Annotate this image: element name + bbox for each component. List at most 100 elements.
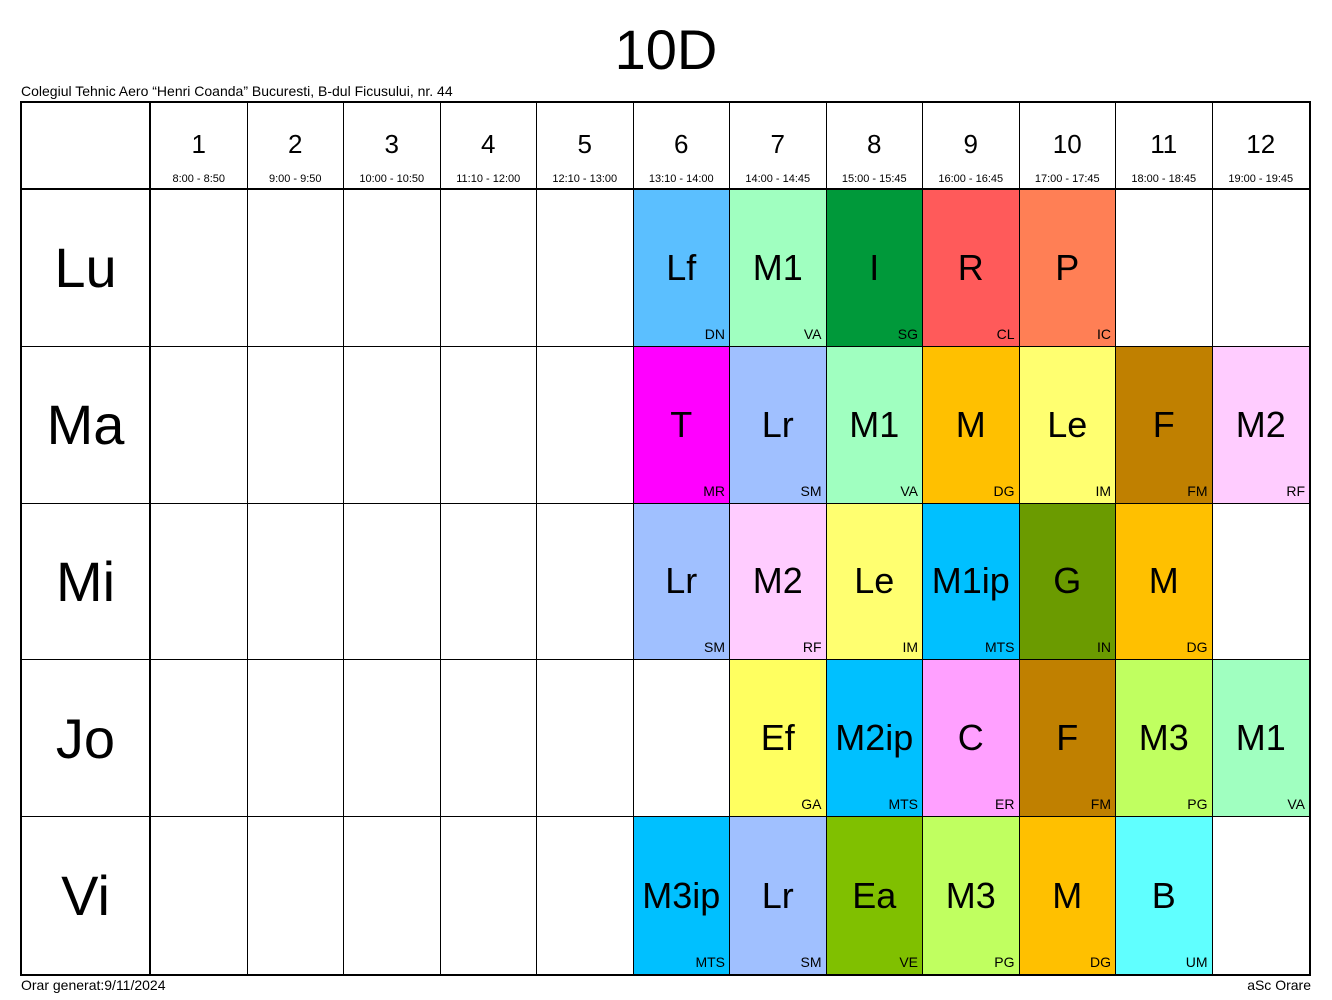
empty-cell (440, 346, 537, 504)
lesson-cell[interactable]: M3 PG (923, 817, 1020, 974)
lesson-cell[interactable]: M3ip MTS (633, 817, 730, 974)
lesson-cell[interactable]: F FM (1019, 660, 1116, 818)
lesson-subject: R (957, 246, 984, 288)
lesson-cell[interactable]: M1 VA (730, 190, 827, 347)
lesson-teacher: SM (704, 639, 725, 656)
period-header: 8 15:00 - 15:45 (826, 103, 923, 190)
period-time: 19:00 - 19:45 (1228, 173, 1294, 185)
lesson-cell[interactable]: M2ip MTS (826, 660, 923, 818)
empty-cell (440, 660, 537, 818)
empty-cell (151, 817, 248, 974)
period-header: 11 18:00 - 18:45 (1116, 103, 1213, 190)
period-header: 6 13:10 - 14:00 (633, 103, 730, 190)
period-number: 8 (867, 129, 882, 159)
period-number: 10 (1052, 129, 1082, 159)
period-time: 11:10 - 12:00 (456, 173, 521, 185)
day-header: Jo (22, 660, 151, 818)
timetable-grid: 1 8:00 - 8:50 2 9:00 - 9:50 3 10:00 - 10:50 4 1… (20, 101, 1311, 976)
lesson-teacher: GA (801, 796, 822, 813)
lesson-teacher: SM (800, 482, 822, 499)
period-time: 14:00 - 14:45 (745, 173, 811, 185)
empty-cell (537, 503, 634, 661)
lesson-subject: M (1148, 560, 1179, 602)
lesson-cell[interactable]: F FM (1116, 346, 1213, 504)
lesson-cell[interactable]: Lf DN (633, 190, 730, 347)
period-header: 5 12:10 - 13:00 (537, 103, 634, 190)
lesson-teacher: RF (802, 639, 822, 656)
period-time: 16:00 - 16:45 (938, 173, 1004, 185)
lesson-teacher: IM (1095, 482, 1111, 499)
lesson-subject: M3ip (642, 874, 721, 916)
empty-cell (440, 503, 537, 661)
period-number: 7 (770, 129, 785, 159)
day-name: Lu (54, 236, 117, 300)
lesson-cell[interactable]: Ef GA (730, 660, 827, 818)
lesson-subject: Lr (665, 560, 698, 602)
lesson-cell[interactable]: M DG (923, 346, 1020, 504)
period-header: 4 11:10 - 12:00 (440, 103, 537, 190)
lesson-teacher: SM (800, 954, 822, 970)
empty-cell (344, 817, 441, 974)
day-name: Ma (46, 393, 125, 457)
lesson-cell[interactable]: M2 RF (730, 503, 827, 661)
lesson-subject: M2ip (835, 717, 914, 759)
empty-cell (1116, 190, 1213, 347)
lesson-cell[interactable]: Le IM (826, 503, 923, 661)
lesson-cell[interactable]: M2 RF (1212, 346, 1309, 504)
lesson-subject: Le (854, 560, 895, 602)
period-time: 10:00 - 10:50 (359, 173, 425, 185)
lesson-teacher: VA (1287, 796, 1305, 813)
lesson-teacher: FM (1187, 482, 1208, 499)
lesson-cell[interactable]: G IN (1019, 503, 1116, 661)
generated-date: Orar generat:9/11/2024 (21, 977, 166, 993)
lesson-cell[interactable]: M DG (1019, 817, 1116, 974)
lesson-cell[interactable]: Le IM (1019, 346, 1116, 504)
period-number: 6 (674, 129, 689, 159)
period-time: 12:10 - 13:00 (552, 173, 618, 185)
lesson-teacher: DG (1186, 639, 1208, 656)
lesson-subject: C (957, 717, 984, 759)
lesson-teacher: DG (993, 482, 1015, 499)
lesson-cell[interactable]: M DG (1116, 503, 1213, 661)
lesson-cell[interactable]: Lr SM (730, 346, 827, 504)
day-name: Mi (55, 549, 116, 613)
empty-cell (151, 190, 248, 347)
period-time: 18:00 - 18:45 (1131, 173, 1197, 185)
lesson-cell[interactable]: P IC (1019, 190, 1116, 347)
lesson-subject: M1 (752, 246, 803, 288)
lesson-cell[interactable]: R CL (923, 190, 1020, 347)
lesson-subject: M (1052, 874, 1083, 916)
lesson-subject: T (670, 403, 693, 445)
lesson-teacher: PG (1187, 796, 1208, 813)
lesson-teacher: PG (994, 954, 1015, 970)
day-header: Mi (22, 503, 151, 661)
lesson-cell[interactable]: B UM (1116, 817, 1213, 974)
lesson-cell[interactable]: I SG (826, 190, 923, 347)
lesson-cell[interactable]: M1ip MTS (923, 503, 1020, 661)
lesson-cell[interactable]: Lr SM (730, 817, 827, 974)
lesson-teacher: IM (902, 639, 918, 656)
period-time: 13:10 - 14:00 (648, 173, 714, 185)
lesson-teacher: IN (1097, 639, 1111, 656)
empty-cell (633, 660, 730, 818)
period-number: 9 (963, 129, 978, 159)
period-header: 7 14:00 - 14:45 (730, 103, 827, 190)
lesson-subject: Lr (761, 874, 794, 916)
lesson-teacher: SG (897, 325, 918, 342)
day-name: Vi (61, 864, 110, 928)
lesson-cell[interactable]: Lr SM (633, 503, 730, 661)
empty-cell (247, 503, 344, 661)
lesson-teacher: MTS (888, 796, 918, 813)
lesson-cell[interactable]: M1 VA (826, 346, 923, 504)
lesson-cell[interactable]: M1 VA (1212, 660, 1309, 818)
lesson-cell[interactable]: C ER (923, 660, 1020, 818)
lesson-teacher: FM (1090, 796, 1111, 813)
lesson-teacher: VA (803, 325, 822, 342)
lesson-cell[interactable]: T MR (633, 346, 730, 504)
period-header: 1 8:00 - 8:50 (151, 103, 248, 190)
lesson-teacher: MTS (984, 639, 1015, 656)
lesson-cell[interactable]: M3 PG (1116, 660, 1213, 818)
lesson-cell[interactable]: Ea VE (826, 817, 923, 974)
empty-cell (151, 346, 248, 504)
lesson-teacher: MR (703, 482, 725, 499)
